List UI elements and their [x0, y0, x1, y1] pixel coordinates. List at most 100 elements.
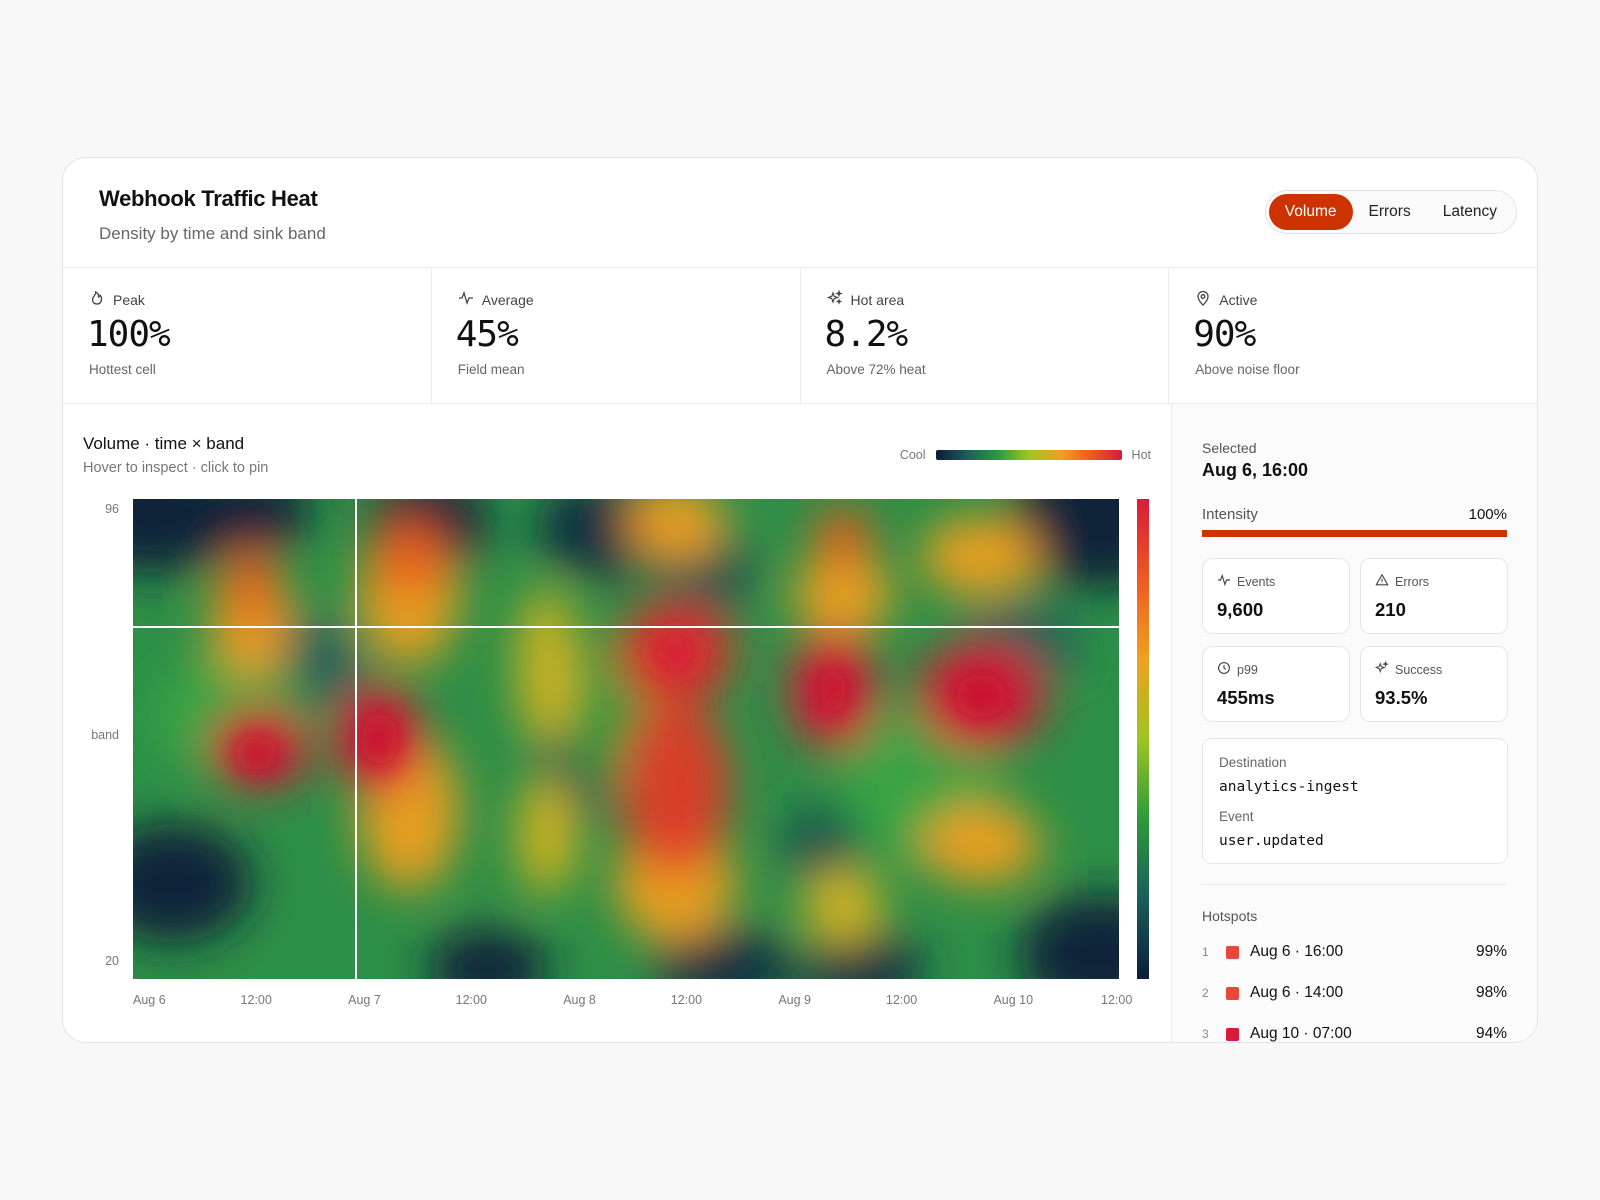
metric-p99: p99 455ms [1202, 646, 1350, 722]
selected-label: Selected [1202, 440, 1257, 456]
legend-gradient [935, 450, 1122, 460]
heat-blob [920, 516, 1041, 597]
metric-tabs: Volume Errors Latency [1264, 190, 1517, 234]
heat-blob [920, 804, 1041, 885]
hotspot-time: Aug 10 · 07:00 [1250, 1025, 1352, 1042]
intensity-value: 100% [1468, 506, 1507, 523]
hotspot-swatch [1226, 1027, 1239, 1041]
page-title: Webhook Traffic Heat [99, 186, 318, 211]
heat-blob [226, 545, 277, 626]
metric-value: 9,600 [1217, 599, 1264, 620]
stat-peak: Peak 100% Hottest cell [63, 268, 432, 403]
hotspot-row[interactable]: 1 Aug 6 · 16:00 99% [1202, 942, 1507, 962]
heat-blob [620, 697, 731, 877]
stat-caption: Hottest cell [89, 362, 156, 377]
stat-value: 45% [455, 314, 519, 355]
heat-blob [654, 929, 795, 979]
heat-blob [802, 867, 883, 947]
heat-blob [427, 929, 548, 979]
destination-value: analytics-ingest [1219, 779, 1359, 795]
metric-value: 210 [1375, 599, 1406, 620]
metric-errors: Errors 210 [1360, 558, 1508, 634]
x-tick-label: Aug 10 [993, 993, 1034, 1007]
hotspot-time: Aug 6 · 14:00 [1250, 984, 1344, 1001]
hotspot-rank: 2 [1202, 986, 1209, 1000]
tab-volume[interactable]: Volume [1268, 194, 1353, 230]
heat-core [819, 665, 848, 717]
divider [1202, 884, 1507, 885]
x-tick-label: 12:00 [885, 993, 918, 1007]
heat-blob [517, 587, 578, 747]
destination-card: Destination analytics-ingest Event user.… [1202, 738, 1508, 864]
card-header: Webhook Traffic Heat Density by time and… [63, 158, 1537, 268]
metric-label: Success [1395, 662, 1443, 677]
stat-caption: Above 72% heat [826, 362, 926, 377]
x-tick-label: 12:00 [240, 993, 272, 1007]
stat-label: Hot area [850, 291, 905, 308]
metric-label: p99 [1237, 662, 1258, 677]
stat-value: 100% [87, 314, 171, 355]
tab-errors[interactable]: Errors [1368, 203, 1411, 220]
sparkles-icon [1374, 660, 1389, 678]
heat-blob [792, 555, 893, 635]
metric-events: Events 9,600 [1202, 558, 1350, 634]
hotspots-title: Hotspots [1202, 908, 1258, 924]
hotspot-pct: 94% [1475, 1025, 1507, 1042]
heat-blob [517, 775, 578, 895]
chart-title: Volume · time × band [83, 434, 245, 453]
stat-hot-area: Hot area 8.2% Above 72% heat [801, 268, 1170, 403]
metric-value: 455ms [1217, 687, 1275, 708]
stat-caption: Field mean [457, 362, 525, 377]
chart-subtitle: Hover to inspect · click to pin [83, 460, 269, 476]
metric-value: 93.5% [1375, 687, 1428, 708]
metric-label: Events [1237, 574, 1276, 589]
pulse-icon [458, 290, 474, 309]
event-label: Event [1219, 809, 1254, 824]
hotspot-rank: 3 [1202, 1027, 1209, 1041]
selected-value: Aug 6, 16:00 [1202, 460, 1309, 480]
heatmap-svg[interactable] [133, 499, 1119, 979]
hotspot-swatch [1226, 945, 1239, 959]
hotspot-row[interactable]: 2 Aug 6 · 14:00 98% [1202, 983, 1507, 1003]
warning-icon [1375, 573, 1389, 590]
clock-icon [1217, 661, 1231, 678]
intensity-label: Intensity [1202, 506, 1258, 523]
destination-label: Destination [1219, 755, 1287, 770]
stat-average: Average 45% Field mean [432, 268, 801, 403]
stat-label: Peak [113, 291, 145, 308]
heatmap-plot[interactable] [133, 499, 1119, 979]
hotspot-row[interactable]: 3 Aug 10 · 07:00 94% [1202, 1024, 1507, 1042]
x-tick-label: 12:00 [670, 993, 703, 1007]
heat-core [234, 735, 279, 772]
hotspot-pct: 98% [1475, 984, 1507, 1001]
hotspot-pct: 99% [1475, 943, 1507, 960]
heat-blob [783, 804, 864, 885]
event-value: user.updated [1219, 833, 1324, 849]
heat-core [361, 711, 398, 767]
x-tick-label: 12:00 [455, 993, 487, 1007]
y-tick-label: 20 [105, 954, 119, 968]
hotspot-time: Aug 6 · 16:00 [1250, 943, 1344, 960]
heat-core [653, 632, 698, 673]
stat-label: Active [1219, 291, 1258, 308]
y-axis-label: band [91, 728, 119, 742]
heat-blob [133, 823, 253, 943]
tab-latency[interactable]: Latency [1442, 203, 1497, 220]
intensity-bar-fill [1202, 530, 1507, 537]
intensity-bar [1202, 530, 1507, 537]
color-legend: Cool Hot [900, 448, 1151, 462]
x-tick-label: Aug 6 [133, 993, 166, 1007]
inspector-panel: Selected Aug 6, 16:00 Intensity 100% Eve… [1171, 404, 1537, 1042]
stats-row: Peak 100% Hottest cell Average 45% Field… [63, 268, 1537, 404]
y-tick-label: 96 [105, 502, 119, 516]
x-tick-label: Aug 9 [778, 993, 811, 1007]
pin-icon [1195, 290, 1211, 309]
heat-blob [211, 499, 312, 549]
stat-label: Average [481, 291, 534, 308]
stat-caption: Above noise floor [1195, 362, 1300, 377]
stat-active: Active 90% Above noise floor [1169, 268, 1537, 403]
heatmap-panel: Volume · time × band Hover to inspect · … [63, 404, 1171, 1042]
page-subtitle: Density by time and sink band [99, 224, 326, 243]
heat-core [954, 673, 1007, 718]
heat-blob [812, 507, 873, 568]
